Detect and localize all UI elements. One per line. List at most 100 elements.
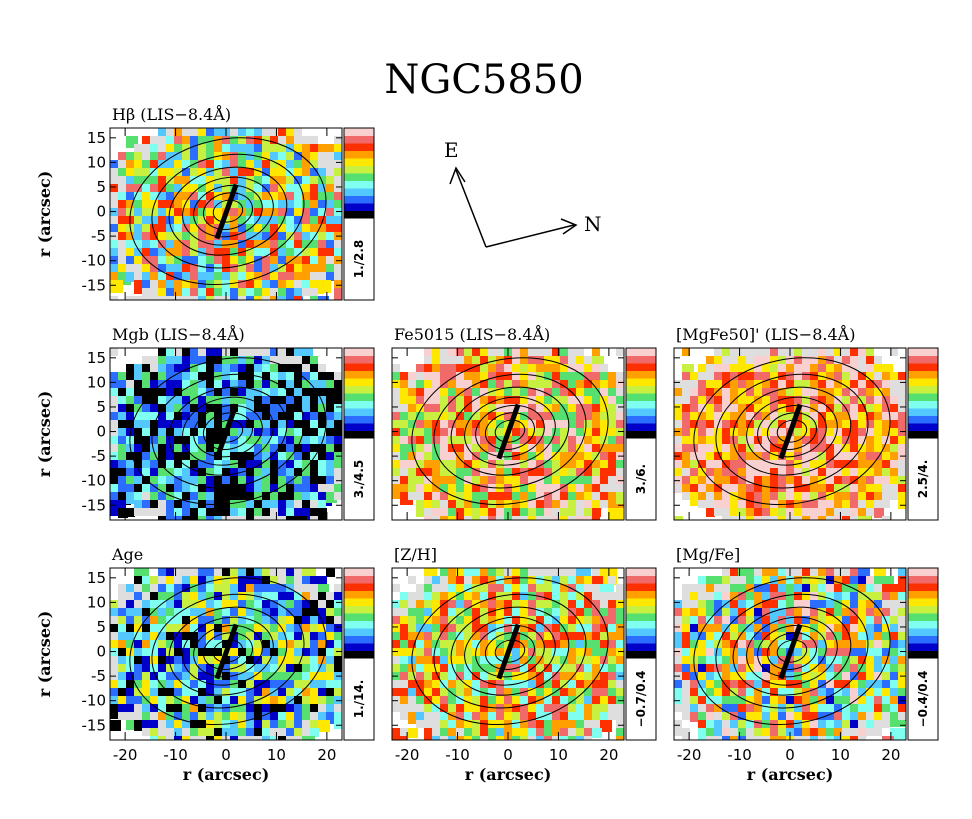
map-pixel bbox=[126, 264, 134, 272]
map-pixel bbox=[568, 436, 578, 446]
map-pixel bbox=[520, 720, 530, 730]
map-pixel bbox=[592, 364, 602, 374]
map-pixel bbox=[262, 412, 270, 420]
map-pixel bbox=[826, 388, 835, 397]
map-pixel bbox=[464, 680, 472, 688]
colorbar-swatch bbox=[908, 430, 938, 439]
map-pixel bbox=[504, 484, 514, 494]
map-pixel bbox=[278, 632, 286, 640]
map-pixel bbox=[754, 624, 762, 632]
map-pixel bbox=[786, 412, 794, 420]
map-pixel bbox=[858, 632, 867, 641]
map-pixel bbox=[874, 396, 882, 404]
map-pixel bbox=[262, 460, 270, 468]
map-pixel bbox=[286, 720, 295, 729]
map-pixel bbox=[600, 436, 608, 444]
map-pixel bbox=[560, 452, 568, 460]
colorbar-swatch bbox=[626, 568, 656, 576]
map-pixel bbox=[246, 576, 257, 587]
map-pixel bbox=[198, 656, 206, 664]
map-pixel bbox=[480, 388, 489, 397]
map-pixel bbox=[278, 288, 286, 296]
map-pixel bbox=[326, 704, 336, 714]
map-pixel bbox=[826, 632, 834, 640]
map-pixel bbox=[286, 396, 295, 405]
map-pixel bbox=[400, 436, 408, 444]
map-pixel bbox=[786, 420, 794, 428]
map-pixel bbox=[520, 500, 531, 511]
map-pixel bbox=[770, 428, 778, 436]
map-pixel bbox=[318, 160, 326, 168]
map-pixel bbox=[222, 240, 230, 248]
map-pixel bbox=[416, 656, 424, 664]
map-pixel bbox=[174, 200, 182, 208]
map-pixel bbox=[416, 592, 424, 600]
isophote-contour bbox=[693, 357, 891, 506]
map-pixel bbox=[448, 356, 456, 364]
map-pixel bbox=[118, 648, 126, 656]
map-pixel bbox=[520, 436, 528, 444]
map-pixel bbox=[472, 664, 480, 672]
map-pixel bbox=[488, 648, 496, 656]
map-pixel bbox=[504, 624, 512, 632]
map-pixel bbox=[802, 728, 813, 739]
map-pixel bbox=[110, 656, 118, 664]
map-pixel bbox=[480, 672, 488, 680]
map-pixel bbox=[238, 672, 246, 680]
map-pixel bbox=[278, 664, 286, 672]
map-pixel bbox=[682, 388, 690, 396]
map-pixel bbox=[270, 256, 279, 265]
map-pixel bbox=[536, 492, 544, 500]
map-pixel bbox=[158, 296, 166, 300]
map-pixel bbox=[528, 712, 538, 722]
panel-label: Age bbox=[111, 545, 143, 564]
map-pixel bbox=[238, 632, 246, 640]
map-pixel bbox=[318, 192, 328, 202]
map-pixel bbox=[198, 452, 206, 460]
map-pixel bbox=[270, 452, 278, 460]
map-pixel bbox=[850, 696, 861, 707]
map-pixel bbox=[190, 624, 198, 632]
map-pixel bbox=[560, 436, 568, 444]
map-pixel bbox=[246, 584, 254, 592]
map-pixel bbox=[826, 412, 834, 420]
map-pixel bbox=[850, 516, 858, 520]
isophote-contour bbox=[464, 616, 556, 686]
map-pixel bbox=[246, 568, 254, 576]
map-pixel bbox=[326, 232, 334, 240]
map-pixel bbox=[834, 476, 844, 486]
map-pixel bbox=[254, 476, 264, 486]
map-pixel bbox=[730, 356, 738, 364]
map-pixel bbox=[198, 272, 207, 281]
bar-marker bbox=[778, 623, 803, 680]
map-pixel bbox=[698, 500, 706, 508]
map-pixel bbox=[802, 372, 810, 380]
map-pixel bbox=[738, 452, 746, 460]
map-pixel bbox=[600, 372, 611, 383]
map-pixel bbox=[182, 616, 191, 625]
map-pixel bbox=[278, 508, 288, 518]
map-pixel bbox=[190, 492, 201, 503]
map-pixel bbox=[690, 476, 700, 486]
map-pixel bbox=[206, 468, 214, 476]
map-pixel bbox=[544, 648, 552, 656]
map-pixel bbox=[206, 396, 214, 404]
map-pixel bbox=[850, 356, 861, 367]
map-pixel bbox=[472, 736, 485, 740]
map-pixel bbox=[262, 256, 272, 266]
map-pixel bbox=[432, 648, 440, 656]
map-pixel bbox=[198, 168, 206, 176]
map-pixel bbox=[520, 396, 528, 404]
map-pixel bbox=[536, 640, 544, 648]
map-pixel bbox=[286, 280, 295, 289]
colorbar-swatch bbox=[344, 423, 374, 431]
map-pixel bbox=[456, 648, 464, 656]
colorbar-swatch bbox=[344, 143, 374, 151]
map-pixel bbox=[262, 584, 271, 593]
map-pixel bbox=[334, 372, 342, 380]
map-pixel bbox=[278, 728, 286, 736]
map-pixel bbox=[592, 420, 601, 429]
map-pixel bbox=[238, 388, 246, 396]
map-pixel bbox=[174, 632, 182, 640]
map-pixel bbox=[334, 656, 342, 671]
